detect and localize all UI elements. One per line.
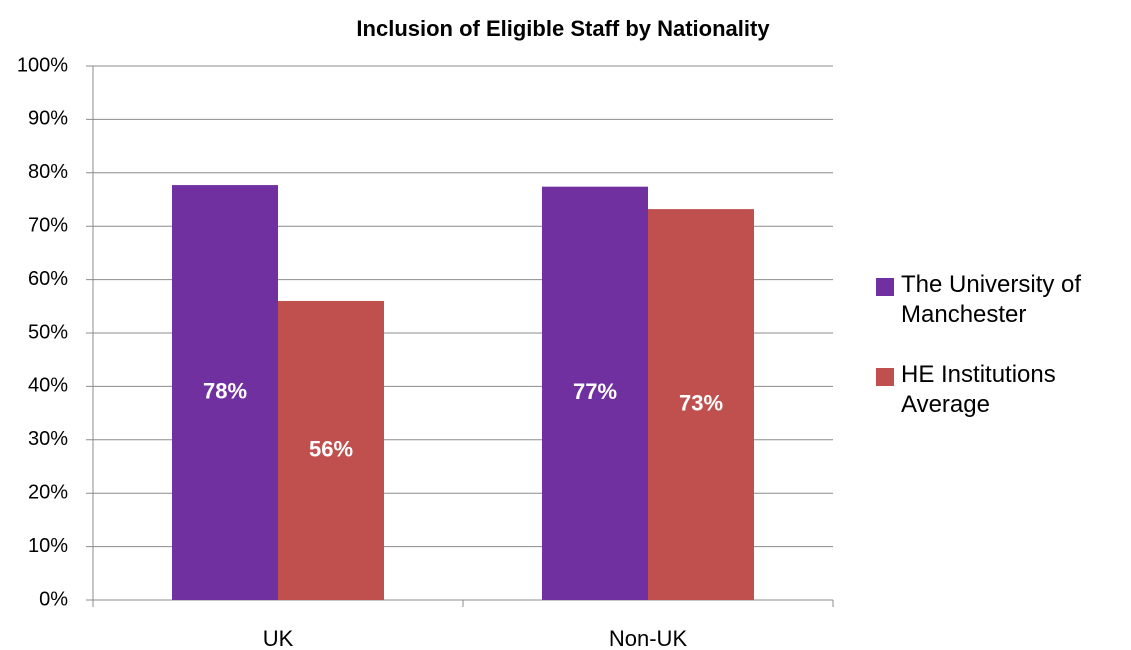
x-tick-label: Non-UK: [609, 626, 688, 650]
data-label: 77%: [573, 379, 617, 404]
chart-title: Inclusion of Eligible Staff by Nationali…: [356, 16, 770, 41]
legend-swatch: [876, 278, 894, 296]
y-tick-label: 10%: [28, 535, 68, 557]
legend-entry: HE Institutions Average: [901, 361, 1056, 418]
legend-label: HE Institutions Average: [901, 361, 1056, 418]
data-label: 78%: [203, 378, 247, 403]
legend-entry: The University of Manchester: [901, 271, 1082, 328]
x-tick-label: UK: [263, 626, 294, 650]
y-tick-label: 80%: [28, 161, 68, 183]
y-tick-label: 50%: [28, 321, 68, 343]
y-tick-label: 90%: [28, 108, 68, 130]
data-label: 56%: [309, 436, 353, 461]
bar: [172, 185, 278, 600]
data-label: 73%: [679, 390, 723, 415]
bar: [542, 186, 648, 600]
bar: [648, 209, 754, 600]
legend-swatch: [876, 368, 894, 386]
y-tick-label: 30%: [28, 428, 68, 450]
bar: [278, 300, 384, 600]
y-tick-label: 70%: [28, 214, 68, 236]
y-tick-label: 20%: [28, 481, 68, 503]
y-tick-label: 60%: [28, 268, 68, 290]
legend-label: The University of Manchester: [901, 271, 1082, 328]
y-tick-label: 0%: [39, 588, 68, 610]
y-tick-label: 100%: [17, 54, 68, 76]
y-tick-label: 40%: [28, 375, 68, 397]
